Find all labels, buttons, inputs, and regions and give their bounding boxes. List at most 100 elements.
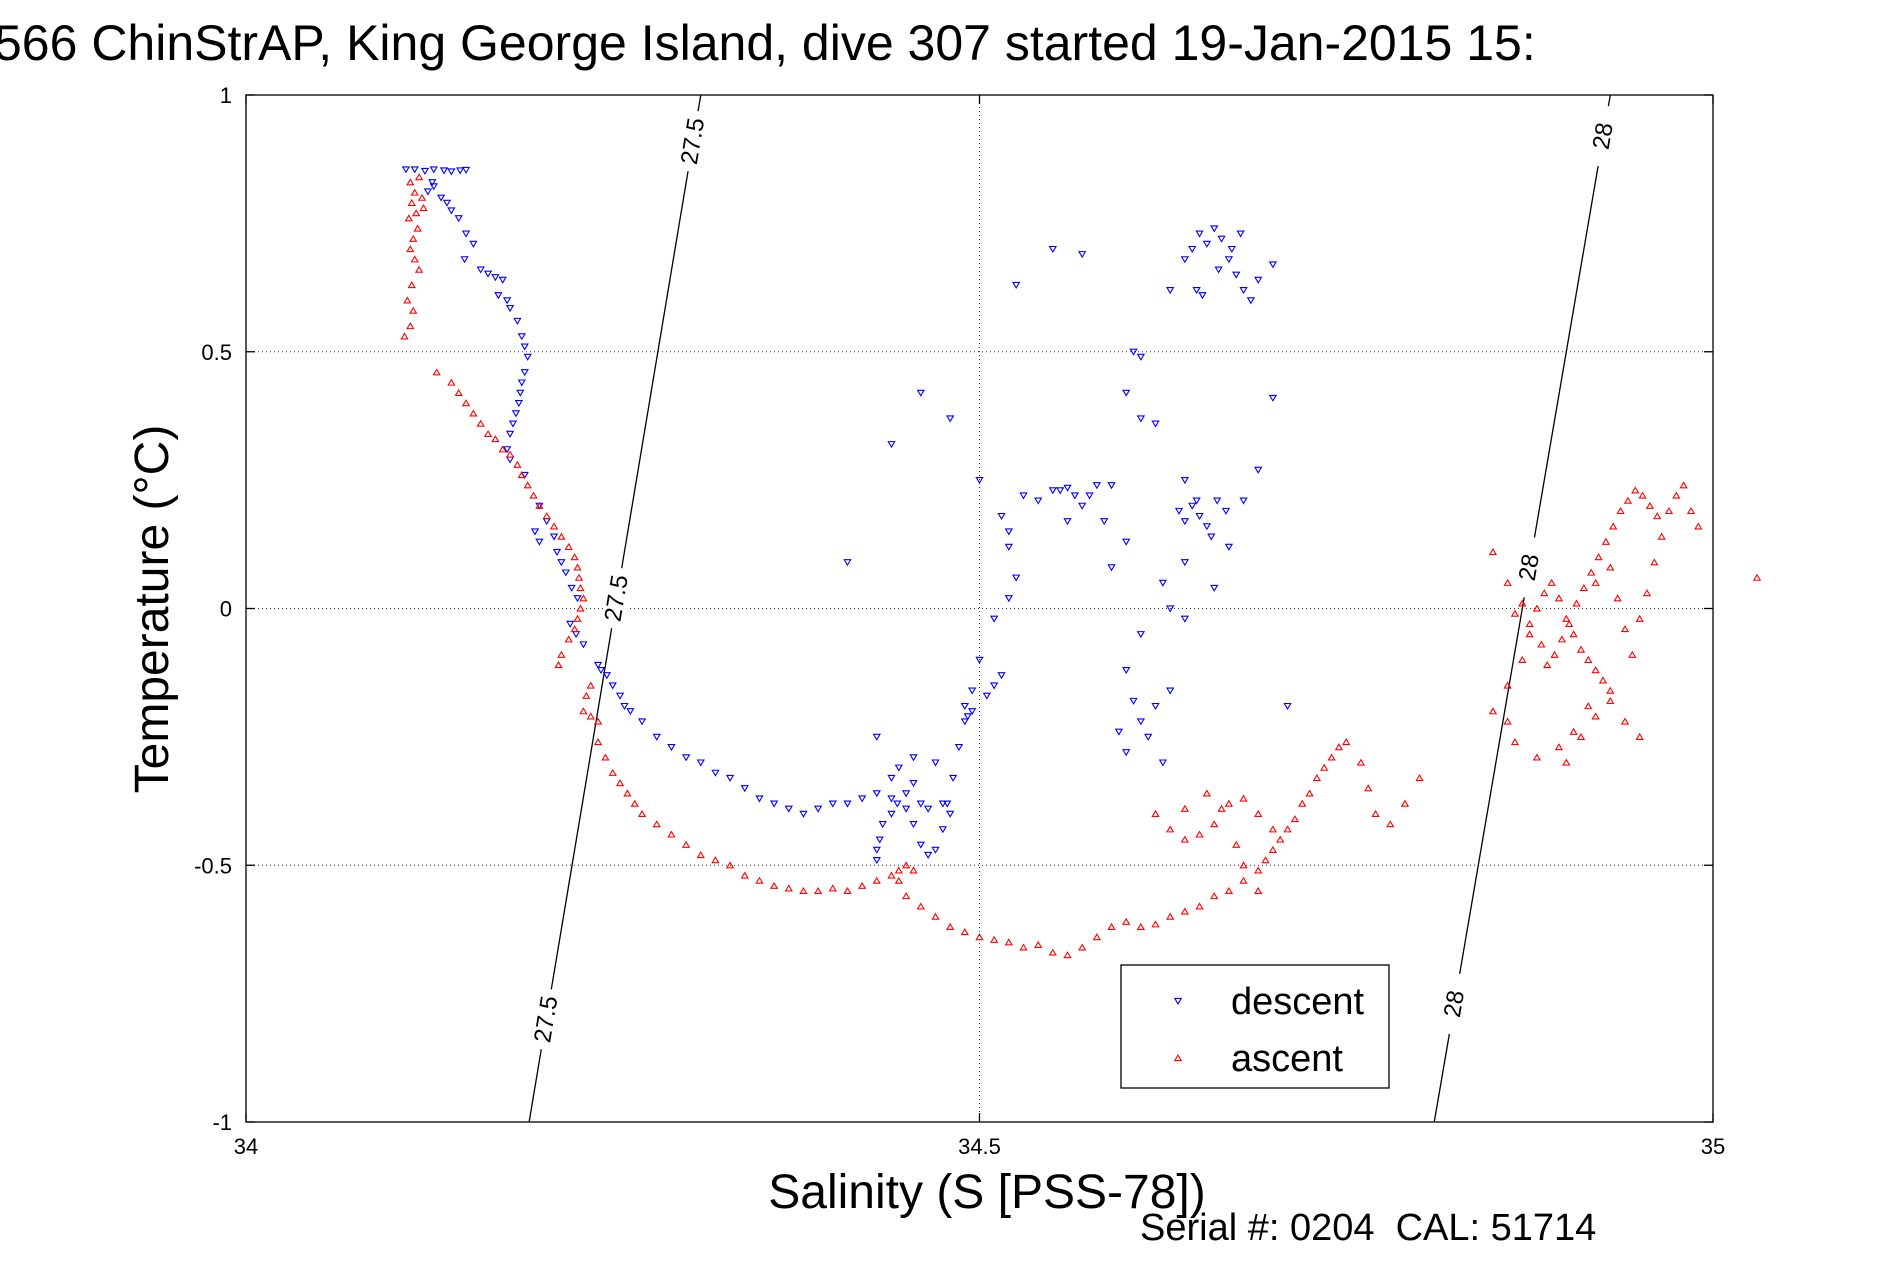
isopycnal-label-bg — [603, 568, 630, 629]
ascent-point — [1642, 589, 1652, 597]
descent-point — [740, 785, 749, 793]
isopycnal-label-bg — [1441, 973, 1468, 1034]
ascent-point — [513, 460, 522, 468]
descent-point — [887, 795, 896, 803]
descent-point — [567, 584, 576, 592]
descent-point — [1107, 482, 1116, 490]
descent-point — [511, 410, 521, 418]
descent-point — [1232, 271, 1241, 279]
descent-point — [828, 800, 837, 808]
ascent-point — [1488, 707, 1498, 715]
ascent-point — [1298, 799, 1307, 807]
ascent-point — [414, 265, 424, 273]
descent-point — [916, 841, 925, 849]
ascent-point — [843, 886, 852, 895]
descent-point — [696, 759, 705, 767]
ascent-point — [1232, 840, 1241, 848]
ascent-point — [1048, 948, 1058, 956]
descent-point — [1085, 492, 1094, 500]
ascent-point — [1078, 943, 1087, 951]
ascent-point — [564, 542, 573, 550]
descent-point — [428, 179, 437, 187]
ascent-point — [1151, 920, 1160, 928]
descent-point — [1100, 518, 1109, 526]
descent-point — [843, 800, 852, 808]
descent-point — [1192, 497, 1201, 505]
ascent-point — [1503, 681, 1512, 689]
ascent-point — [1686, 506, 1696, 515]
ascent-point — [1638, 491, 1647, 499]
descent-point — [901, 805, 911, 813]
descent-point — [1246, 297, 1256, 305]
descent-point — [1239, 497, 1248, 505]
ascent-point — [1606, 696, 1615, 705]
descent-point — [857, 795, 867, 803]
descent-point — [652, 733, 661, 741]
ascent-point — [573, 563, 582, 571]
descent-point — [552, 548, 562, 556]
descent-point — [1214, 266, 1223, 274]
ascent-point — [1609, 522, 1618, 530]
descent-point — [963, 713, 972, 721]
descent-point — [505, 430, 515, 438]
descent-point — [602, 672, 612, 680]
ascent-point — [1525, 619, 1534, 628]
descent-point — [943, 800, 952, 808]
x-tick-label: 34.5 — [958, 1134, 1001, 1159]
ascent-point — [1510, 738, 1520, 746]
descent-point — [1212, 497, 1222, 505]
descent-point — [1004, 543, 1014, 551]
ascent-point — [1576, 732, 1586, 740]
descent-point — [893, 800, 902, 808]
descent-point — [447, 207, 456, 215]
ascent-point — [1620, 625, 1630, 633]
ascent-point — [1752, 573, 1762, 581]
descent-point — [579, 641, 588, 649]
descent-point — [429, 166, 438, 174]
ascent-point — [542, 512, 551, 520]
descent-point — [1221, 507, 1231, 515]
ascent-point — [1694, 522, 1703, 530]
descent-point — [1158, 579, 1168, 587]
descent-point — [1122, 749, 1131, 757]
descent-point — [1166, 287, 1175, 295]
descent-point — [975, 656, 984, 664]
descent-point — [960, 702, 969, 711]
descent-point — [1227, 245, 1236, 254]
ascent-point — [476, 419, 485, 427]
descent-point — [997, 512, 1006, 521]
ascent-point — [1224, 799, 1234, 807]
ascent-point — [414, 173, 424, 181]
ascent-point — [593, 738, 603, 746]
descent-point — [1158, 759, 1168, 767]
descent-point — [456, 167, 465, 175]
ascent-point — [601, 753, 610, 761]
descent-point — [1202, 240, 1212, 248]
descent-point — [1283, 702, 1292, 711]
descent-point — [931, 759, 940, 767]
ascent-point — [1591, 578, 1600, 586]
descent-point — [948, 774, 958, 782]
descent-point — [436, 194, 446, 202]
ascent-point — [1180, 907, 1190, 915]
ascent-point — [1565, 619, 1574, 628]
ascent-point — [1537, 640, 1546, 648]
descent-point — [561, 569, 570, 577]
descent-point — [1174, 507, 1184, 515]
ascent-point — [784, 884, 793, 892]
descent-point — [1198, 292, 1207, 300]
descent-point — [439, 167, 449, 175]
ascent-point — [593, 717, 603, 725]
ascent-point — [419, 204, 428, 212]
descent-point — [520, 343, 529, 351]
y-tick-label: 0.5 — [201, 340, 232, 365]
descent-point — [875, 836, 884, 844]
ascent-point — [491, 435, 500, 443]
descent-point — [1180, 559, 1190, 567]
x-tick-label: 35 — [1701, 1134, 1725, 1159]
chart-title: 566 ChinStrAP, King George Island, dive … — [0, 15, 1536, 71]
descent-point — [887, 441, 896, 449]
descent-point — [460, 256, 469, 264]
